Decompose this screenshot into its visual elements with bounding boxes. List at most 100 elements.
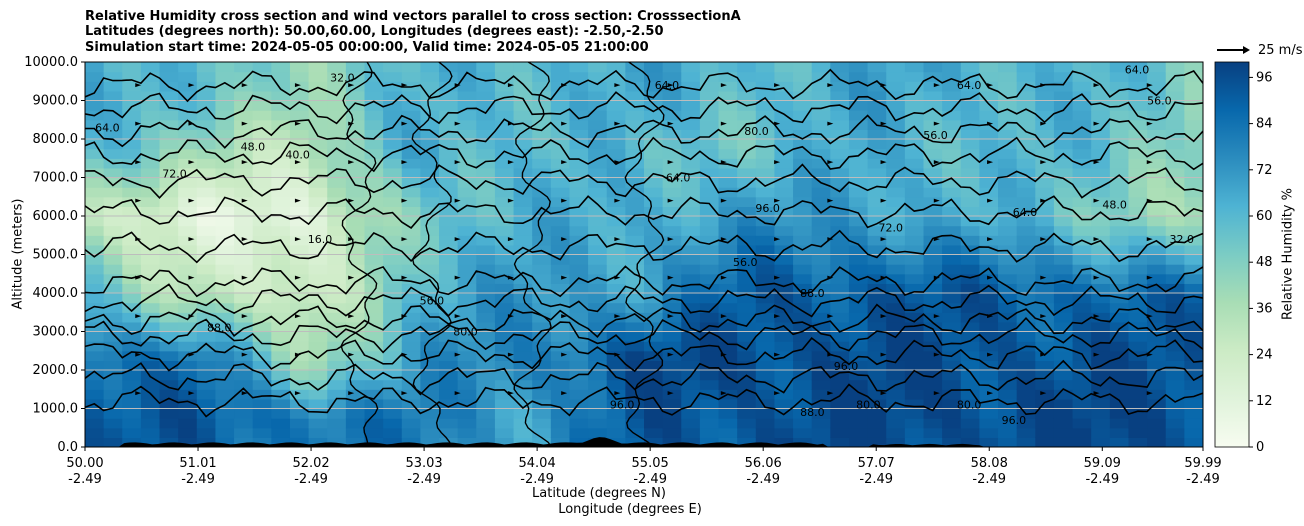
rh-cell: [737, 187, 757, 198]
rh-cell: [848, 110, 869, 121]
rh-cell: [196, 119, 217, 130]
rh-cell: [159, 254, 179, 265]
rh-cell: [494, 437, 515, 447]
rh-cell: [1165, 273, 1185, 284]
rh-cell: [848, 437, 869, 447]
rh-cell: [662, 139, 682, 150]
rh-cell: [737, 389, 757, 400]
rh-cell: [178, 110, 198, 121]
rh-cell: [1184, 360, 1203, 371]
rh-cell: [271, 379, 291, 390]
x-tick-label-lat: 54.04: [519, 456, 556, 471]
rh-cell: [960, 187, 980, 198]
rh-cell: [476, 331, 496, 342]
rh-cell: [476, 254, 496, 265]
rh-cell: [103, 62, 123, 73]
x-axis: 50.00-2.4951.01-2.4952.02-2.4953.03-2.49…: [66, 447, 1222, 487]
rh-cell: [737, 225, 757, 236]
rh-cell: [513, 273, 533, 284]
rh-cell: [569, 177, 589, 188]
rh-cell: [1016, 148, 1036, 159]
rh-cell: [644, 148, 664, 159]
rh-cell: [494, 225, 515, 236]
rh-cell: [476, 187, 496, 198]
rh-cell: [457, 312, 477, 323]
rh-cell: [308, 370, 328, 381]
rh-cell: [439, 331, 459, 342]
rh-cell: [699, 216, 720, 227]
rh-cell: [811, 360, 831, 371]
wind-vector: [720, 391, 727, 396]
rh-cell: [923, 398, 943, 410]
rh-cell: [494, 408, 515, 419]
rh-cell: [308, 427, 328, 438]
rh-cell: [140, 350, 161, 361]
rh-cell: [178, 90, 198, 102]
rh-cell: [681, 418, 701, 429]
x-tick-label-lat: 58.08: [971, 456, 1008, 471]
rh-cell: [998, 158, 1018, 169]
rh-cell: [383, 283, 403, 294]
rh-cell: [588, 90, 608, 102]
rh-cell: [513, 360, 533, 371]
rh-cell: [1053, 225, 1074, 236]
rh-cell: [644, 129, 664, 140]
rh-cell: [252, 302, 272, 313]
wind-vector: [880, 121, 887, 126]
rh-cell: [234, 418, 254, 429]
rh-cell: [178, 379, 198, 390]
rh-cell: [1109, 225, 1130, 236]
rh-cell: [681, 90, 701, 102]
rh-cell: [1109, 235, 1130, 246]
rh-cell: [1053, 71, 1074, 82]
rh-cell: [755, 110, 776, 121]
rh-cell: [513, 100, 533, 111]
rh-cell: [830, 119, 850, 130]
rh-cell: [550, 427, 571, 438]
rh-cell: [122, 225, 142, 236]
rh-cell: [289, 293, 310, 304]
rh-cell: [345, 100, 366, 111]
rh-cell: [401, 90, 421, 102]
rh-cell: [122, 167, 142, 179]
rh-cell: [196, 341, 217, 352]
x-tick-label-lon: -2.49: [294, 472, 328, 487]
rh-cell: [383, 389, 403, 400]
rh-cell: [513, 119, 533, 130]
rh-cell: [625, 235, 645, 246]
rh-cell: [383, 100, 403, 111]
rh-cell: [1072, 244, 1092, 256]
x-tick-label-lat: 59.99: [1184, 456, 1221, 471]
rh-cell: [364, 196, 384, 207]
rh-cell: [383, 408, 403, 419]
rh-cell: [178, 71, 198, 82]
rh-cell: [420, 196, 440, 207]
rh-cell: [644, 235, 664, 246]
rh-cell: [923, 196, 943, 207]
rh-cell: [476, 398, 496, 410]
rh-cell: [1184, 139, 1203, 150]
rh-cell: [457, 110, 477, 121]
rh-cell: [942, 110, 962, 121]
rh-cell: [1016, 71, 1036, 82]
rh-cell: [848, 148, 869, 159]
rh-cell: [439, 408, 459, 419]
rh-cell: [1147, 312, 1167, 323]
rh-cell: [644, 225, 664, 236]
rh-cell: [569, 350, 589, 361]
rh-cell: [122, 71, 142, 82]
rh-cell: [699, 264, 720, 275]
rh-cell: [793, 71, 813, 82]
rh-cell: [867, 437, 887, 447]
rh-cell: [308, 187, 328, 198]
rh-cell: [401, 408, 421, 419]
rh-cell: [588, 293, 608, 304]
rh-cell: [140, 129, 161, 140]
rh-cell: [1128, 167, 1148, 179]
contour-label: 16.0: [308, 233, 333, 246]
rh-cell: [718, 206, 738, 217]
rh-cell: [196, 283, 217, 294]
rh-cell: [1184, 158, 1203, 169]
wind-vector: [827, 83, 834, 88]
rh-cell: [383, 90, 403, 102]
